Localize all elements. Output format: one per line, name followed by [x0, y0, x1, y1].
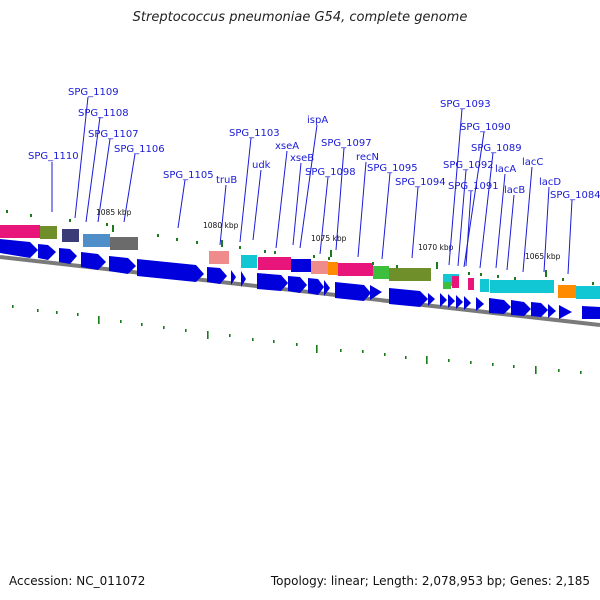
kbp-label: 1070 kbp: [418, 243, 454, 252]
feature-block: [480, 279, 489, 292]
genome-summary-text: Topology: linear; Length: 2,078,953 bp; …: [270, 574, 590, 588]
kbp-label: 1080 kbp: [203, 221, 239, 230]
gene-label: SPG_1089: [471, 143, 522, 154]
kbp-label: 1085 kbp: [96, 208, 132, 217]
gene-arrow: [109, 256, 136, 274]
feature-block: [576, 286, 600, 299]
gene-label: SPG_1092: [443, 160, 494, 171]
gene-arrow: [476, 297, 484, 311]
gene-arrow: [137, 259, 204, 282]
gene-arrow: [531, 302, 548, 317]
gene-label: SPG_1108: [78, 108, 129, 119]
gene-label: SPG_1095: [367, 163, 418, 174]
feature-block: [490, 280, 554, 293]
feature-block: [40, 226, 57, 239]
kbp-tick: [221, 240, 223, 247]
gene-label: udk: [252, 160, 271, 171]
upper-dot-track: [6, 210, 594, 285]
feature-block: [83, 234, 110, 247]
gene-arrow: [389, 288, 428, 307]
gene-label: ispA: [307, 115, 328, 126]
gene-label: SPG_1090: [460, 122, 511, 133]
gene-label: lacA: [495, 164, 516, 175]
gene-arrow: [464, 296, 471, 310]
kbp-tick: [545, 270, 547, 277]
gene-label: SPG_1109: [68, 87, 119, 98]
gene-arrow: [288, 276, 307, 293]
map-title: Streptococcus pneumoniae G54, complete g…: [132, 10, 468, 25]
kbp-tick: [436, 262, 438, 269]
gene-label: SPG_1103: [229, 128, 280, 139]
gene-arrow: [231, 270, 236, 285]
gene-arrow: [448, 294, 455, 308]
gene-label: SPG_1105: [163, 170, 214, 181]
feature-block: [291, 259, 311, 272]
gene-arrow: [207, 267, 227, 284]
feature-track: [0, 225, 600, 299]
leader-lines: [51, 96, 573, 275]
gene-arrow: [257, 273, 288, 291]
gene-label: SPG_1110: [28, 151, 79, 162]
feature-block: [311, 261, 328, 274]
gene-label: recN: [356, 152, 379, 163]
feature-block: [373, 266, 389, 279]
gene-label: SPG_1093: [440, 99, 491, 110]
gene-arrow: [548, 304, 556, 318]
gene-label: SPG_1107: [88, 129, 139, 140]
gene-arrow-track: [0, 239, 600, 319]
gene-arrow: [335, 282, 371, 301]
gene-arrow: [489, 298, 511, 314]
gene-arrow: [81, 252, 106, 270]
kbp-scale: 1085 kbp 1080 kbp 1075 kbp 1070 kbp 1065…: [96, 208, 561, 277]
feature-block: [443, 282, 451, 289]
lower-tick-track: [12, 305, 582, 374]
gene-label: lacD: [539, 177, 561, 188]
kbp-label: 1065 kbp: [525, 252, 561, 261]
feature-block: [452, 276, 459, 288]
gene-label: SPG_1091: [448, 181, 499, 192]
gene-arrow: [440, 293, 447, 307]
gene-arrow: [308, 278, 324, 295]
gene-arrow: [582, 306, 600, 319]
gene-label: truB: [216, 175, 237, 186]
feature-block: [389, 268, 431, 281]
gene-labels: SPG_1109 SPG_1108 SPG_1107 SPG_1106 SPG_…: [28, 87, 600, 201]
gene-label: SPG_1097: [321, 138, 372, 149]
gene-arrow: [559, 305, 572, 319]
gene-label: SPG_1106: [114, 144, 165, 155]
feature-block: [328, 262, 338, 275]
feature-block: [241, 255, 257, 268]
gene-arrow: [38, 244, 56, 260]
gene-label: SPG_1094: [395, 177, 446, 188]
gene-arrow: [511, 300, 531, 316]
feature-block: [338, 263, 373, 276]
gene-arrow: [241, 271, 246, 287]
gene-label: xseA: [275, 141, 299, 152]
feature-block: [110, 237, 138, 250]
feature-block: [209, 251, 229, 264]
kbp-tick: [330, 250, 332, 257]
kbp-tick: [112, 225, 114, 232]
gene-arrow: [59, 248, 77, 264]
feature-block: [468, 278, 474, 290]
gene-label: SPG_1084: [550, 190, 600, 201]
gene-label: SPG_1098: [305, 167, 356, 178]
kbp-label: 1075 kbp: [311, 234, 347, 243]
gene-label: lacB: [504, 185, 525, 196]
accession-text: Accession: NC_011072: [9, 574, 146, 588]
gene-arrow: [0, 239, 38, 258]
gene-label: xseB: [290, 153, 314, 164]
feature-block: [62, 229, 79, 242]
feature-block: [558, 285, 576, 298]
gene-label: lacC: [522, 157, 543, 168]
feature-block: [0, 225, 40, 238]
feature-block: [258, 257, 291, 270]
gene-arrow: [324, 280, 330, 296]
gene-arrow: [370, 285, 382, 300]
gene-arrow: [428, 293, 435, 306]
gene-arrow: [456, 295, 463, 309]
